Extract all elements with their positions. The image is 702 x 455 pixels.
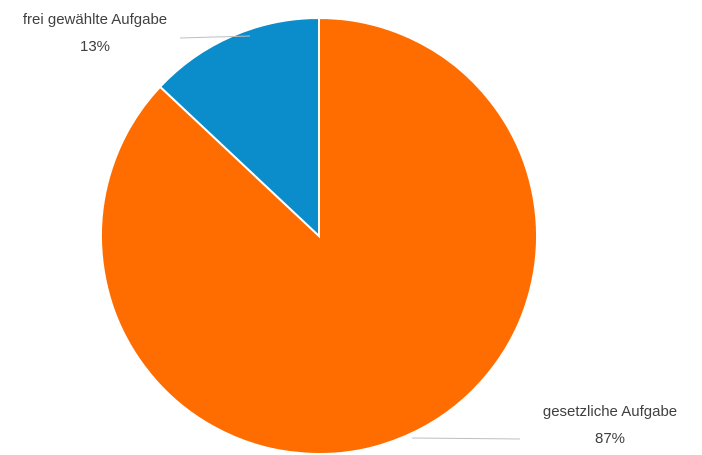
slice-value-gesetzlich: 87%	[595, 430, 625, 447]
slice-label-gesetzlich: gesetzliche Aufgabe	[543, 403, 677, 420]
leader-lines	[179, 35, 521, 440]
leader-line-gesetzlich	[411, 437, 521, 440]
leader-line-frei	[179, 35, 251, 39]
pie-slices	[100, 16, 538, 455]
slice-label-frei: frei gewählte Aufgabe	[23, 11, 167, 28]
slice-value-frei: 13%	[80, 38, 110, 55]
